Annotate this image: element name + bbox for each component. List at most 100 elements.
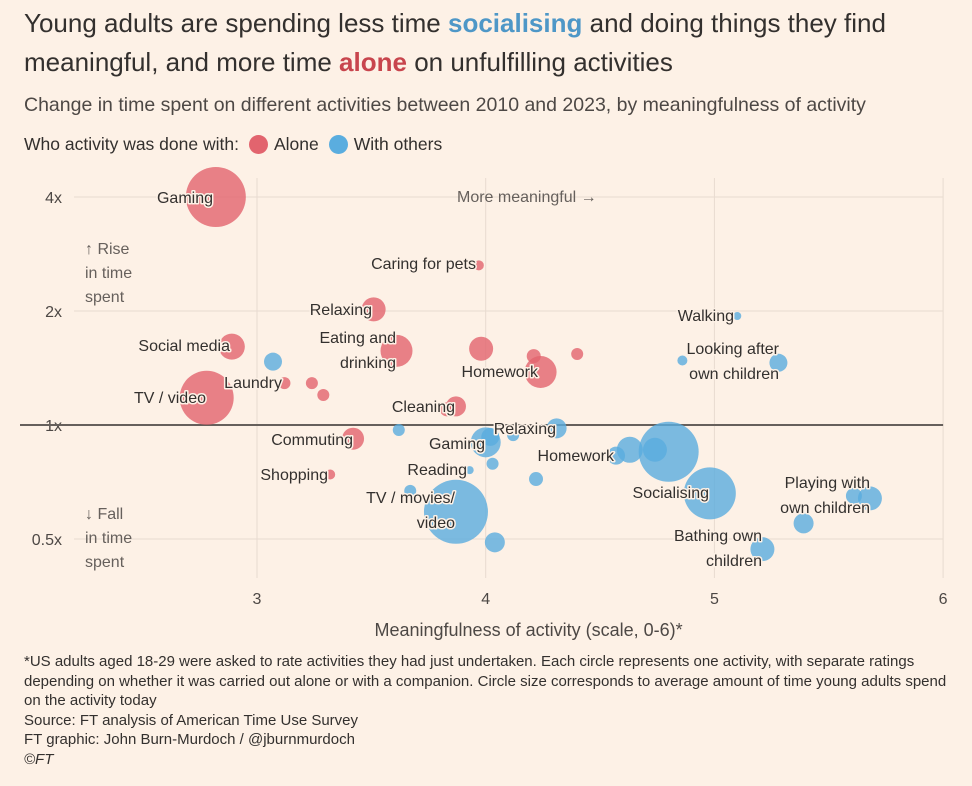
title-text: Young adults are spending less time bbox=[24, 8, 448, 38]
legend-item-alone: Alone bbox=[273, 134, 319, 154]
annotation-rise: in time bbox=[85, 265, 132, 282]
data-label: Cleaning bbox=[392, 399, 455, 416]
legend-item-with-others: With others bbox=[353, 134, 443, 154]
bubble-with-others bbox=[484, 532, 505, 553]
data-label: Relaxing bbox=[310, 302, 372, 319]
bubble-with-others bbox=[845, 487, 862, 504]
data-label: video bbox=[417, 515, 455, 532]
annotation-fall: in time bbox=[85, 530, 132, 547]
y-tick-label: 1x bbox=[45, 418, 62, 435]
bubble-with-others-playing-with-own-children bbox=[857, 486, 882, 511]
x-tick-label: 3 bbox=[253, 591, 262, 608]
source: Source: FT analysis of American Time Use… bbox=[24, 711, 359, 729]
bubble-with-others-tv-movies-video bbox=[423, 479, 488, 544]
bubble-alone-eating-and-drinking bbox=[380, 334, 413, 367]
bubble-alone-commuting bbox=[342, 427, 365, 450]
scatter-plot: 3 4 5 6 4x 2x 1x 0.5x Meaningfulness of activity… bbox=[20, 167, 948, 640]
data-label: children bbox=[706, 553, 762, 570]
notes: *US adults aged 18-29 were asked to rate… bbox=[24, 652, 954, 769]
bubble-with-others-socialising bbox=[683, 467, 736, 520]
bubble-alone-social-media bbox=[218, 333, 245, 360]
data-label: drinking bbox=[340, 355, 396, 372]
bubble-with-others bbox=[507, 429, 520, 442]
bubble-with-others bbox=[677, 355, 688, 366]
bubble-with-others-reading bbox=[465, 466, 474, 475]
chart-subtitle: Change in time spent on different activi… bbox=[24, 94, 866, 116]
data-label: Homework bbox=[538, 448, 615, 465]
bubble-alone-homework bbox=[524, 356, 557, 389]
bubble-alone-caring-for-pets bbox=[473, 260, 484, 271]
bubble-alone bbox=[305, 377, 318, 390]
bubble-with-others bbox=[392, 424, 405, 437]
y-tick-label: 2x bbox=[45, 304, 62, 321]
data-label: TV / video bbox=[134, 390, 206, 407]
bubble-with-others bbox=[404, 484, 417, 497]
data-label: Playing with bbox=[785, 475, 870, 492]
credit: FT graphic: John Burn-Murdoch / @jburnmu… bbox=[24, 731, 355, 748]
bubble-alone bbox=[469, 336, 494, 361]
bubble-alone bbox=[526, 349, 541, 364]
bubble-alone-shopping bbox=[325, 469, 336, 480]
bubble-alone bbox=[439, 402, 454, 417]
x-tick-label: 6 bbox=[939, 591, 948, 608]
bubble-alone-relaxing bbox=[361, 297, 386, 322]
data-label: Commuting bbox=[271, 432, 353, 449]
data-label: Socialising bbox=[633, 485, 709, 502]
legend-swatch-alone bbox=[248, 135, 268, 154]
data-label: Gaming bbox=[429, 436, 485, 453]
bubble-with-others bbox=[486, 457, 499, 470]
bubble-with-others-walking bbox=[733, 312, 742, 321]
data-label: Social media bbox=[138, 338, 230, 355]
title-text: and doing things they find meaningful, a… bbox=[24, 8, 886, 77]
bubble-alone bbox=[317, 389, 330, 402]
legend-label: Who activity was done with: bbox=[24, 134, 239, 154]
bubble-with-others bbox=[638, 421, 699, 482]
annotation-fall: spent bbox=[85, 554, 125, 571]
bubble-with-others bbox=[529, 472, 544, 487]
bubble-with-others bbox=[642, 437, 667, 462]
data-label: own children bbox=[780, 500, 870, 517]
data-label: Gaming bbox=[157, 190, 213, 207]
footnote: *US adults aged 18-29 were asked to rate… bbox=[24, 653, 947, 709]
data-label: Reading bbox=[407, 462, 467, 479]
data-label: Homework bbox=[462, 364, 539, 381]
title-highlight-alone: alone bbox=[339, 47, 407, 77]
chart-title: Young adults are spending less time soci… bbox=[24, 4, 964, 82]
data-label: Laundry bbox=[224, 375, 282, 392]
annotation-rise: ↑ Rise bbox=[85, 241, 130, 258]
title-text: on unfulfilling activities bbox=[406, 47, 673, 77]
bubble-with-others-looking-after-own-children bbox=[769, 353, 788, 372]
data-label: Eating and bbox=[319, 330, 396, 347]
data-label: TV / movies/ bbox=[366, 490, 455, 507]
x-axis-label: Meaningfulness of activity (scale, 0-6)* bbox=[374, 620, 682, 640]
data-label: Relaxing bbox=[494, 421, 556, 438]
data-label: Walking bbox=[678, 308, 734, 325]
x-tick-label: 5 bbox=[710, 591, 719, 608]
bubble-with-others bbox=[793, 513, 814, 534]
annotation-fall: ↓ Fall bbox=[85, 506, 123, 523]
title-highlight-socialising: socialising bbox=[448, 8, 583, 38]
bubble-with-others-homework bbox=[607, 446, 626, 465]
legend-swatch-with-others bbox=[328, 135, 348, 154]
data-label: Shopping bbox=[260, 467, 328, 484]
x-tick-label: 4 bbox=[481, 591, 490, 608]
bubble-alone-laundry bbox=[278, 377, 291, 390]
bubble-alone bbox=[571, 347, 584, 360]
bubble-with-others bbox=[481, 427, 500, 446]
bubble-with-others-relaxing bbox=[546, 418, 567, 439]
data-label: Bathing own bbox=[674, 528, 762, 545]
annotation-rise: spent bbox=[85, 289, 125, 306]
copyright: ©FT bbox=[24, 750, 54, 768]
data-label: Looking after bbox=[686, 341, 779, 358]
data-label: own children bbox=[689, 366, 779, 383]
y-tick-label: 0.5x bbox=[32, 532, 62, 549]
bubble-alone-tv-video bbox=[179, 370, 234, 425]
data-label: Caring for pets bbox=[371, 256, 476, 273]
bubble-alone-gaming bbox=[185, 167, 246, 227]
annotation-more-meaningful: More meaningful → bbox=[457, 189, 597, 206]
bubble-with-others bbox=[264, 352, 283, 371]
bubble-with-others-bathing-own-children bbox=[750, 537, 775, 562]
y-tick-label: 4x bbox=[45, 190, 62, 207]
legend: Who activity was done with: Alone With o… bbox=[24, 134, 442, 155]
